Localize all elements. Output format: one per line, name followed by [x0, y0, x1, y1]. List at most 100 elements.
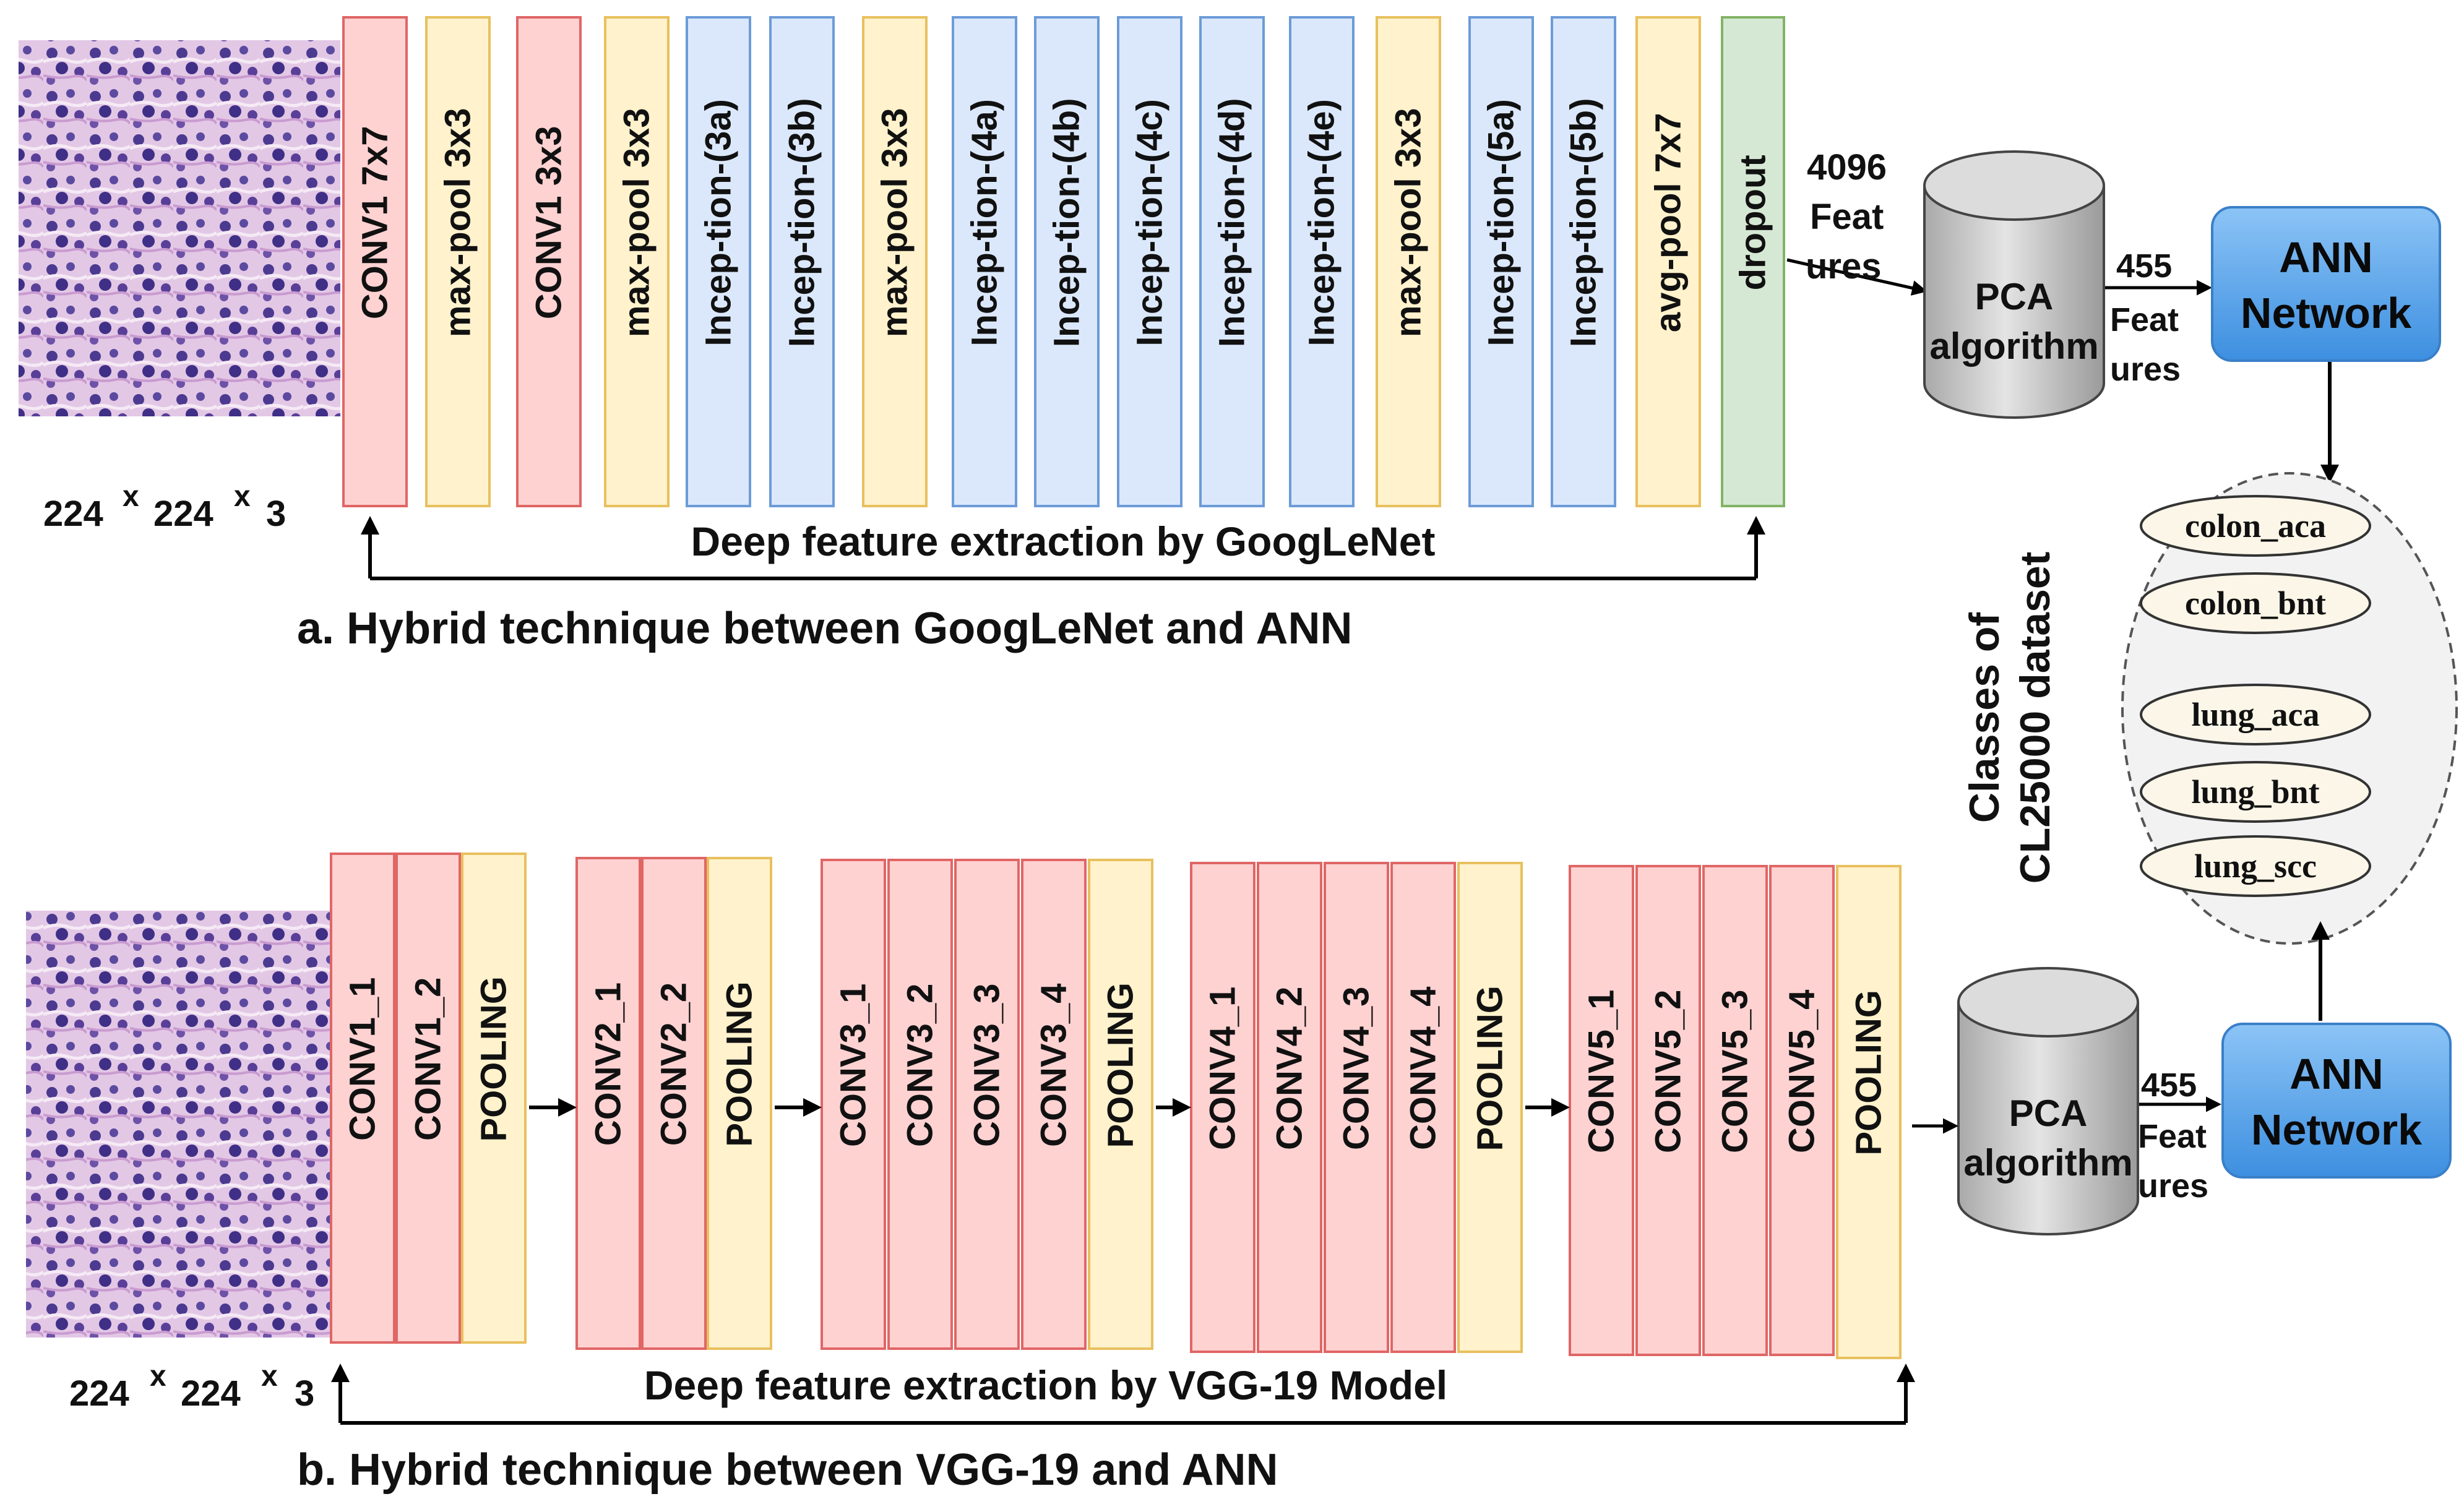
input-size-b-x2: x — [261, 1360, 278, 1393]
layer-conv1-1-0-0: CONV1_1 — [330, 853, 395, 1344]
class-lung-scc: lung_scc — [2140, 835, 2371, 897]
classes-cluster: colon_aca colon_bnt lung_aca lung_bnt lung_s… — [1961, 472, 2458, 945]
reduced-word-b2: ures — [2138, 1167, 2208, 1205]
layer-label: POOLING — [474, 976, 514, 1141]
layer-conv4-3-3-2: CONV4_3 — [1324, 862, 1389, 1353]
layer-label: CONV3_3 — [967, 984, 1007, 1147]
input-size-a: 224 x 224 x 3 — [43, 480, 286, 534]
layer-label: Incep-tion-(4d) — [1212, 98, 1252, 347]
class-lung-bnt: lung_bnt — [2140, 761, 2371, 823]
layer-box — [954, 859, 1020, 1350]
layer-label: Incep-tion-(4e) — [1302, 99, 1342, 346]
class-label: lung_aca — [2191, 696, 2319, 733]
layer-box — [461, 853, 527, 1344]
layer-pooling-1-2: POOLING — [707, 857, 772, 1350]
layer-conv5-3-4-2: CONV5_3 — [1702, 865, 1768, 1356]
input-size-a-x1: x — [123, 480, 139, 513]
layer-label: CONV3_4 — [1034, 984, 1074, 1147]
layer-conv4-2-3-1: CONV4_2 — [1257, 862, 1322, 1353]
layer-pooling-2-4: POOLING — [1088, 859, 1153, 1350]
reduced-word-a2: ures — [2110, 351, 2181, 388]
layer-conv4-1-3-0: CONV4_1 — [1190, 862, 1256, 1353]
layer-label: Incep-tion-(3a) — [699, 99, 739, 346]
layer-label: CONV1 7x7 — [355, 126, 395, 319]
input-size-a-x2: x — [234, 480, 251, 513]
layer-conv1-3x3-2: CONV1 3x3 — [516, 16, 582, 507]
layer-label: CONV5_1 — [1582, 990, 1622, 1153]
layer-label: max-pool 3x3 — [438, 108, 478, 337]
layer-label: max-pool 3x3 — [1389, 108, 1429, 337]
layer-box — [1635, 865, 1701, 1356]
features-word-a2: ures — [1806, 246, 1882, 286]
layer-conv1-7x7-0: CONV1 7x7 — [342, 16, 408, 507]
layer-box — [1034, 16, 1100, 507]
layer-label: CONV5_4 — [1782, 990, 1822, 1153]
layer-incep-tion-3a-4: Incep-tion-(3a) — [686, 16, 751, 507]
classes-title-line1: Classes of — [1961, 612, 2008, 823]
layer-label: CONV4_2 — [1270, 987, 1310, 1150]
layer-label: POOLING — [1849, 990, 1889, 1155]
layer-box — [1836, 865, 1902, 1359]
layer-incep-tion-5b-14: Incep-tion-(5b) — [1551, 16, 1616, 507]
layer-box — [769, 16, 835, 507]
ann-subtitle-a: Network — [2241, 289, 2411, 337]
layer-label: Incep-tion-(4c) — [1130, 99, 1170, 346]
reduced-count-a: 455 — [2116, 247, 2172, 285]
ann-title-b: ANN — [2290, 1050, 2384, 1098]
panel-caption-b: b. Hybrid technique between VGG-19 and A… — [297, 1445, 1278, 1495]
layer-box — [1199, 16, 1265, 507]
layer-label: Incep-tion-(4a) — [965, 99, 1005, 346]
layer-box — [1457, 862, 1523, 1353]
input-size-b-x1: x — [150, 1360, 166, 1393]
layer-conv5-4-4-3: CONV5_4 — [1769, 865, 1835, 1356]
class-label: lung_scc — [2194, 848, 2317, 885]
class-list: colon_aca colon_bnt lung_aca lung_bnt lung_s… — [2140, 495, 2371, 897]
pca-title-b: PCA — [2009, 1093, 2088, 1134]
layer-label: CONV1_1 — [343, 977, 383, 1141]
input-size-a-n3: 3 — [266, 494, 286, 534]
layer-conv3-2-2-1: CONV3_2 — [887, 859, 953, 1350]
layer-label: CONV1 3x3 — [529, 126, 569, 319]
input-size-b-n3: 3 — [295, 1373, 314, 1414]
layer-box — [1569, 865, 1634, 1356]
layer-label: max-pool 3x3 — [617, 108, 657, 337]
ann-network-a: ANN Network — [2211, 206, 2441, 362]
features-word-a1: Feat — [1810, 197, 1884, 237]
layer-label: CONV5_2 — [1648, 990, 1689, 1153]
layer-box — [395, 853, 461, 1344]
layer-box — [575, 857, 641, 1350]
layer-box — [1721, 16, 1785, 507]
layer-label: CONV5_3 — [1715, 990, 1755, 1153]
class-pill — [2140, 684, 2371, 745]
layer-avg-pool-7x7-15: avg-pool 7x7 — [1635, 16, 1701, 507]
panel-caption-a: a. Hybrid technique between GoogLeNet an… — [297, 604, 1353, 653]
layer-label: CONV3_1 — [834, 984, 874, 1147]
layer-box — [1635, 16, 1701, 507]
layer-incep-tion-3b-5: Incep-tion-(3b) — [769, 16, 835, 507]
layer-conv3-4-2-3: CONV3_4 — [1021, 859, 1087, 1350]
layer-box — [516, 16, 582, 507]
layer-max-pool-3x3-6: max-pool 3x3 — [862, 16, 928, 507]
layer-incep-tion-4c-9: Incep-tion-(4c) — [1117, 16, 1182, 507]
histology-image-b — [26, 911, 348, 1338]
class-colon-aca: colon_aca — [2140, 495, 2371, 557]
layer-pooling-3-4: POOLING — [1457, 862, 1523, 1353]
layer-box — [1117, 16, 1182, 507]
arrow-features-a — [1786, 258, 1928, 296]
layer-label: Incep-tion-(4b) — [1047, 98, 1087, 347]
layer-label: CONV3_2 — [900, 984, 941, 1147]
classes-title: Classes of CL25000 dataset — [1961, 552, 2059, 884]
layer-box — [425, 16, 491, 507]
reduced-word-b1: Feat — [2138, 1118, 2207, 1155]
pca-subtitle-b: algorithm — [1963, 1142, 2132, 1183]
layer-box — [1769, 865, 1835, 1356]
reduced-word-a1: Feat — [2110, 301, 2179, 338]
ann-title-a: ANN — [2279, 233, 2373, 281]
vgg19-layers: CONV1_1 CONV1_2 POOLING CONV2_1 CONV2_2 POOLI… — [330, 853, 1902, 1359]
class-label: colon_bnt — [2185, 585, 2326, 622]
layer-label: CONV2_2 — [654, 982, 694, 1146]
features-label-a: 4096 Feat ures — [1806, 147, 1887, 286]
layer-box — [862, 16, 928, 507]
layer-box — [1088, 859, 1153, 1350]
layer-pooling-4-4: POOLING — [1836, 865, 1902, 1359]
